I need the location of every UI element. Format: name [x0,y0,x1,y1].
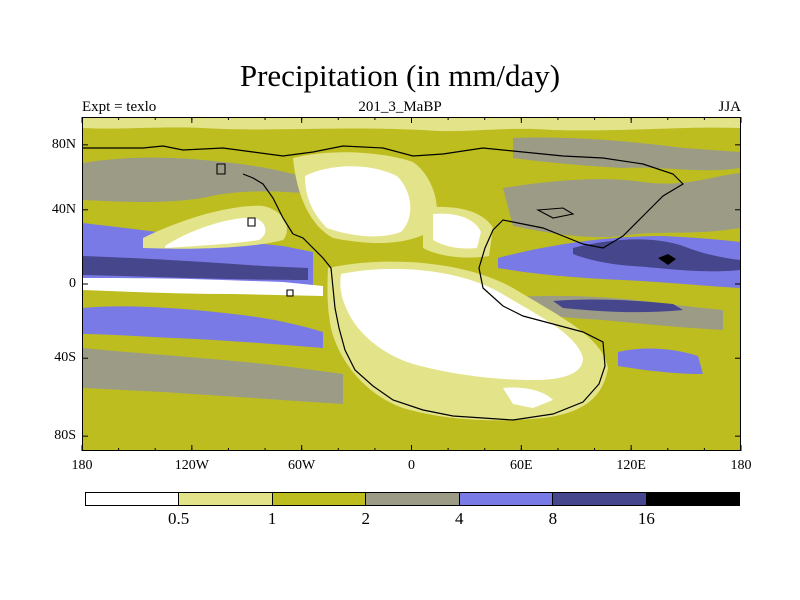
contour-band [83,157,313,202]
contour-band [83,348,343,404]
contour-band [340,268,583,380]
coastline [286,289,294,297]
y-tick-label: 0 [69,276,76,291]
legend-swatch [366,493,460,505]
map-svg [83,118,740,450]
legend-swatch [459,493,554,505]
legend-label: 8 [548,509,558,528]
legend-label: 0.5 [167,509,190,528]
coastline [247,217,256,227]
x-tick-label: 120E [616,458,646,473]
coastline [242,173,294,235]
legend-swatch [179,493,273,505]
y-tick-label: 80S [54,428,76,444]
contour-band [573,239,740,272]
color-legend [85,492,740,506]
x-tick-label: 0 [408,458,415,473]
legend-label: 16 [637,509,655,528]
contour-band [83,256,308,280]
x-tick-label: 60W [288,458,316,473]
x-tick-label: 180 [730,458,752,473]
contour-band [513,137,740,171]
map-title: Precipitation (in mm/day) [239,58,561,93]
contour-band [165,217,266,248]
coastline [536,207,575,219]
legend-label: 4 [455,509,464,528]
legend-swatch [272,493,367,505]
contour-band [503,173,740,238]
contour-band [305,166,411,237]
run-label: 201_3_MaBP [358,99,442,115]
contour-band [83,306,323,348]
precipitation-map [82,117,741,451]
contour-band [618,348,703,374]
contour-band [658,254,676,265]
x-tick-label: 120W [174,458,209,473]
coastline [216,163,226,175]
legend-label: 1 [267,509,277,528]
y-tick-label: 80N [51,136,76,152]
contour-band [433,213,481,249]
x-tick-label: 60E [510,458,533,473]
x-tick-label: 180 [71,458,93,473]
contour-band [553,299,683,313]
legend-swatch [646,493,739,505]
y-tick-label: 40S [54,350,76,366]
coastline [83,145,684,421]
contour-band [83,118,740,132]
y-tick-label: 40N [51,201,76,217]
legend-swatch [553,493,647,505]
legend-swatch [86,493,180,505]
season-label: JJA [718,99,741,115]
contour-band [83,278,323,296]
legend-label: 2 [361,509,370,528]
contour-band [503,387,553,408]
experiment-label: Expt = texlo [82,99,157,115]
